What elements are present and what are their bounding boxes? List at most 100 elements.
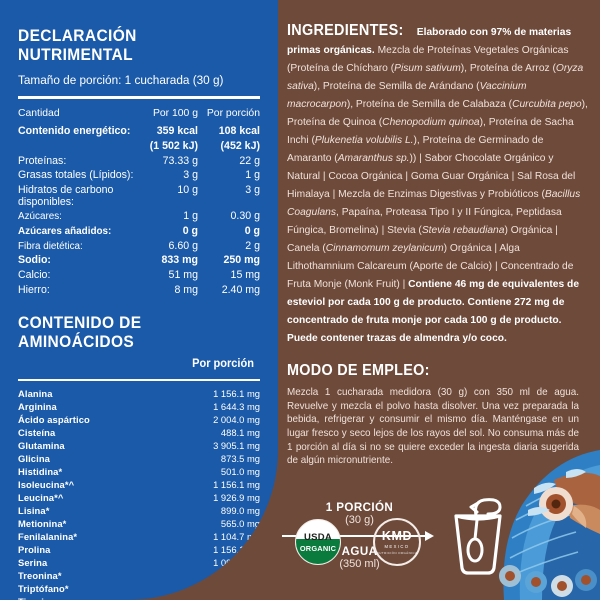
value-per-serving: 1 g (245, 169, 260, 182)
amino-value: 873.5 mg (220, 453, 260, 465)
value-per-100g: 3 g (183, 169, 198, 182)
amino-name: Lisina* (18, 505, 50, 517)
amino-name: Triptófano* (18, 583, 69, 595)
certification-badges: USDA ORGANIC KMD MEXICO NUTRICIÓN ORGÁNI… (295, 518, 421, 566)
amino-value: 1 156.1 mg (213, 479, 260, 491)
table-row: Glutamina 3 905.1 mg (18, 440, 260, 453)
column-header: Por 100 g (152, 108, 198, 120)
value-per-serving: 0.30 g (230, 210, 260, 223)
amino-name: Serina (18, 557, 48, 569)
value-per-serving: 0 g (244, 225, 260, 238)
table-row: Glicina 873.5 mg (18, 453, 260, 466)
table-row: Calcio: 51 mg 15 mg (18, 269, 260, 284)
water-amount: (350 ml) (339, 558, 380, 571)
nutrition-table: Cantidad Por 100 g Por porción Contenido en… (18, 107, 260, 298)
amino-name: Alanina (18, 388, 53, 400)
kmd-badge-tagline: NUTRICIÓN ORGÁNICA (376, 550, 418, 555)
table-row: Treonina* 924.9 mg (18, 570, 260, 583)
nutrient-label (18, 140, 136, 155)
info-panel: INGREDIENTES: Elaborado con 97% de mater… (282, 0, 600, 600)
amino-value: 1 644.3 mg (213, 401, 260, 413)
usda-organic-badge: USDA ORGANIC (295, 519, 341, 565)
nutrient-label: Hidratos de carbono disponibles: (18, 183, 114, 208)
amino-name: Histidina* (18, 466, 63, 478)
nutrient-label: Sodio: (18, 254, 51, 267)
portion-label: 1 PORCIÓN (325, 501, 394, 515)
table-header-row: Cantidad Por 100 g Por porción (18, 107, 260, 125)
value-per-serving: 15 mg (230, 269, 260, 282)
amino-name: Cisteína (18, 427, 56, 439)
usda-badge-line2: ORGANIC (299, 543, 337, 553)
amino-name: Glicina (18, 453, 50, 465)
serving-diagram: 1 PORCIÓN (30 g) AGUA (350 ml) (282, 490, 588, 581)
value-per-100g: 51 mg (168, 269, 198, 282)
serving-size-line: Tamaño de porción: 1 cucharada (30 g) (18, 73, 224, 87)
glass-with-spoon-icon (442, 490, 514, 581)
amino-name: Leucina*^ (18, 492, 64, 504)
amino-name: Isoleucina*^ (18, 479, 75, 491)
value-per-serving: 250 mg (223, 254, 260, 267)
value-per-100g: 1 g (183, 210, 198, 223)
nutrient-label: Fibra dietética: (18, 240, 83, 252)
amino-name: Tirosina (18, 595, 164, 600)
column-header: Por porción (206, 108, 260, 120)
amino-table: Alanina 1 156.1 mg Arginina 1 644.3 mg Ácido… (18, 388, 260, 600)
page-title: DECLARACIÓN NUTRIMENTAL (18, 27, 137, 64)
value-per-100g: 833 mg (161, 254, 198, 267)
amino-value: 899.0 mg (220, 505, 260, 517)
table-row: Azúcares añadidos: 0 g 0 g (18, 225, 260, 240)
kmd-mexico-badge: KMD MEXICO NUTRICIÓN ORGÁNICA (373, 518, 421, 566)
table-row: Contenido energético: 359 kcal 108 kcal (18, 125, 260, 140)
nutrient-label: Proteínas: (18, 154, 67, 167)
amino-name: Arginina (18, 401, 57, 413)
value-per-serving: 3 g (245, 183, 260, 196)
amino-value: 501.0 mg (220, 466, 260, 478)
value-per-100g: 8 mg (174, 283, 198, 296)
divider (18, 378, 260, 381)
amino-column-header: Por porción (192, 356, 254, 370)
table-row: Proteínas: 73.33 g 22 g (18, 154, 260, 169)
value-per-100g: (1 502 kJ) (149, 140, 198, 153)
amino-name: Treonina* (18, 570, 62, 582)
table-row: Grasas totales (Lípidos): 3 g 1 g (18, 169, 260, 184)
value-per-serving: (452 kJ) (220, 140, 260, 153)
amino-name: Glutamina (18, 440, 65, 452)
nutrient-label: Azúcares añadidos: (18, 226, 112, 238)
value-per-serving: 2 g (245, 239, 260, 252)
table-row: Histidina* 501.0 mg (18, 466, 260, 479)
amino-value: 3 905.1 mg (213, 440, 260, 452)
value-per-serving: 2.40 mg (221, 283, 260, 296)
water-label: AGUA (341, 545, 378, 559)
column-header: Cantidad (18, 108, 60, 120)
portion-amount: (30 g) (345, 514, 374, 527)
table-row: Ácido aspártico 2 004.0 mg (18, 414, 260, 427)
ingredients-text: Elaborado con 97% de materias primas org… (287, 27, 588, 344)
amino-value: 1 156.1 mg (213, 544, 260, 556)
amino-name: Prolina (18, 544, 51, 556)
nutrient-label: Azúcares: (18, 211, 62, 223)
kmd-badge-name: KMD (381, 529, 413, 544)
amino-value: 2 004.0 mg (213, 414, 260, 426)
value-per-serving: 22 g (239, 154, 260, 167)
decorative-bird-illustration (499, 450, 600, 600)
amino-value: 1 099.6 mg (213, 557, 260, 569)
arrow-icon (282, 529, 434, 543)
table-row: Arginina 1 644.3 mg (18, 401, 260, 414)
table-row: Triptófano* 308.0 mg (18, 582, 260, 595)
usda-badge-line1: USDA (303, 531, 333, 543)
amino-name: Fenilalanina* (18, 531, 78, 543)
table-row: Metionina* 565.0 mg (18, 518, 260, 531)
amino-name: Ácido aspártico (18, 414, 90, 426)
table-row: Azúcares: 1 g 0.30 g (18, 210, 260, 225)
amino-section-title: CONTENIDO DE AMINOÁCIDOS (18, 313, 142, 351)
value-per-100g: 73.33 g (162, 154, 198, 167)
usage-title: MODO DE EMPLEO: (287, 362, 430, 379)
value-per-100g: 6.60 g (168, 239, 198, 252)
nutrition-panel: DECLARACIÓN NUTRIMENTAL Tamaño de porció… (0, 0, 278, 600)
ingredients-title: INGREDIENTES: (287, 22, 404, 39)
value-per-100g: 359 kcal (156, 125, 198, 138)
nutrient-label: Calcio: (18, 269, 51, 282)
serving-diagram-labels: 1 PORCIÓN (30 g) AGUA (350 ml) (282, 501, 434, 571)
amino-value: 488.1 mg (220, 427, 260, 439)
nutrient-label: Contenido energético: (18, 125, 131, 138)
